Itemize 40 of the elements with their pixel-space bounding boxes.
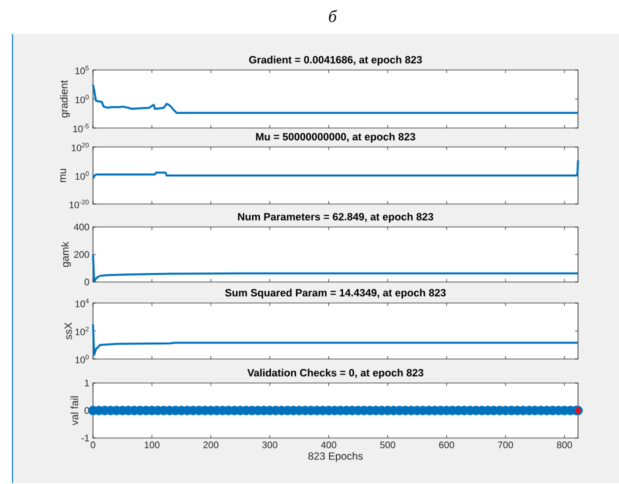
x-tick-label: 700 (498, 442, 514, 448)
x-tick-label: 800 (556, 442, 572, 448)
y-tick-label: 10$^{5}$ (75, 66, 89, 74)
text: б (328, 10, 338, 22)
y-tick-label: -1 (81, 434, 90, 442)
x-tick-label: 500 (380, 442, 396, 448)
y-axis-title: val fail (70, 396, 78, 426)
chart-title: Validation Checks = 0, at epoch 823 (247, 369, 424, 379)
chart-title: Sum Squared Param = 14.4349, at epoch 823 (225, 289, 446, 299)
y-tick-label: 10$^{0}$ (75, 354, 89, 364)
y-tick-label: 10$^{4}$ (75, 299, 89, 308)
y-tick-label: 10$^{0}$ (75, 171, 89, 180)
y-axis-title: mu (60, 169, 66, 182)
chart-title: Num Parameters = 62.849, at epoch 823 (238, 213, 434, 223)
line-series (92, 84, 580, 114)
line-series (92, 254, 580, 283)
y-axis-title: gamk (61, 242, 71, 268)
x-tick-label: 200 (203, 442, 218, 448)
y-tick-label: 10$^{2}$ (75, 326, 89, 336)
chart-title: Gradient = 0.0041686, at epoch 823 (249, 56, 422, 66)
y-tick-label: 10$^{0}$ (75, 94, 89, 104)
y-tick-label: 10$^{20}$ (72, 142, 89, 152)
y-tick-label: 0 (84, 278, 90, 286)
y-axis-title: ssX (64, 322, 72, 340)
y-tick-label: 10$^{-20}$ (70, 200, 89, 209)
chart-title: Mu = 50000000000, at epoch 823 (256, 133, 416, 143)
y-tick-label: 400 (74, 224, 90, 231)
x-tick-label: 400 (321, 442, 336, 448)
y-tick-label: 1 (84, 380, 90, 387)
y-tick-label: 200 (74, 251, 90, 258)
x-tick-label: 100 (144, 442, 160, 448)
y-tick-label: 10$^{-5}$ (73, 124, 89, 132)
line-series (92, 160, 580, 180)
x-axis-title: 823 Epochs (308, 452, 363, 462)
y-tick-label: 0 (84, 407, 90, 414)
x-tick-label: 300 (262, 442, 278, 448)
x-tick-label: 600 (439, 442, 454, 448)
y-axis-title: gradient (60, 80, 70, 118)
x-tick-label: 0 (90, 442, 96, 448)
line-series (92, 324, 580, 356)
